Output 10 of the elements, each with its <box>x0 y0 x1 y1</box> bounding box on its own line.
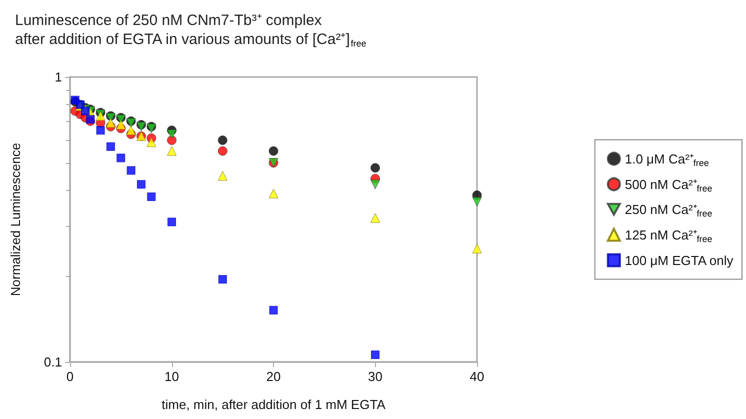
x-tick-label: 40 <box>470 369 484 384</box>
y-tick-label: 1 <box>54 70 62 84</box>
x-tick-label: 0 <box>66 369 74 384</box>
x-axis-title: time, min, after addition of 1 mM EGTA <box>162 397 386 412</box>
y-axis-title: Normalized Luminescence <box>8 142 23 296</box>
legend-label: 100 μM EGTA only <box>624 252 734 268</box>
y-tick-label: 0.1 <box>44 354 62 370</box>
x-tick-label: 30 <box>368 369 382 384</box>
x-tick-label: 20 <box>266 369 281 384</box>
x-tick-label: 10 <box>164 369 179 384</box>
